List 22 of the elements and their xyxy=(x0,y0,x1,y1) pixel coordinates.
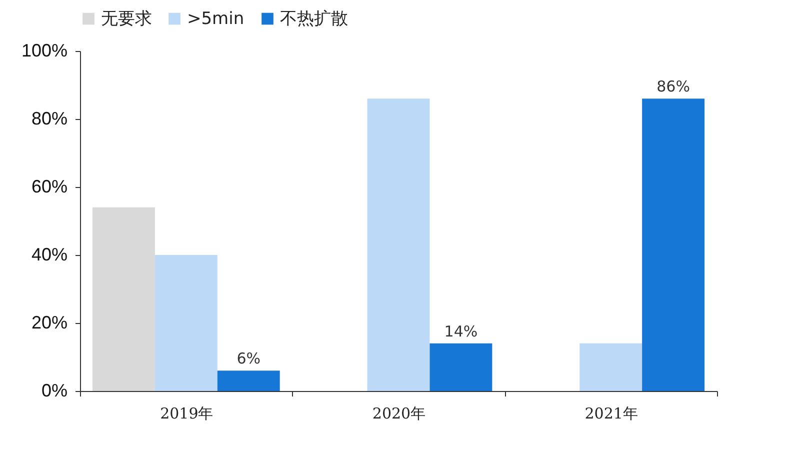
data-label: 14% xyxy=(444,322,478,340)
data-label: 6% xyxy=(236,350,261,368)
bar xyxy=(92,207,155,391)
y-tick-label: 20% xyxy=(31,312,68,332)
legend-label: 不热扩散 xyxy=(280,8,348,29)
legend-label: 无要求 xyxy=(101,8,152,29)
bar xyxy=(154,255,218,391)
bar xyxy=(642,98,705,391)
y-tick-label: 0% xyxy=(41,380,68,400)
data-label: 86% xyxy=(656,78,690,96)
bar xyxy=(430,343,492,391)
y-tick-label: 60% xyxy=(31,176,68,196)
bar xyxy=(580,343,642,391)
x-tick-label: 2020年 xyxy=(372,404,426,422)
y-tick-label: 40% xyxy=(31,244,68,264)
y-tick-label: 100% xyxy=(21,40,68,60)
x-tick-label: 2021年 xyxy=(584,404,638,422)
y-tick-label: 80% xyxy=(31,108,68,128)
legend-label: >5min xyxy=(187,8,244,29)
bar xyxy=(367,98,430,391)
bar xyxy=(217,370,280,391)
x-tick-label: 2019年 xyxy=(160,404,214,422)
